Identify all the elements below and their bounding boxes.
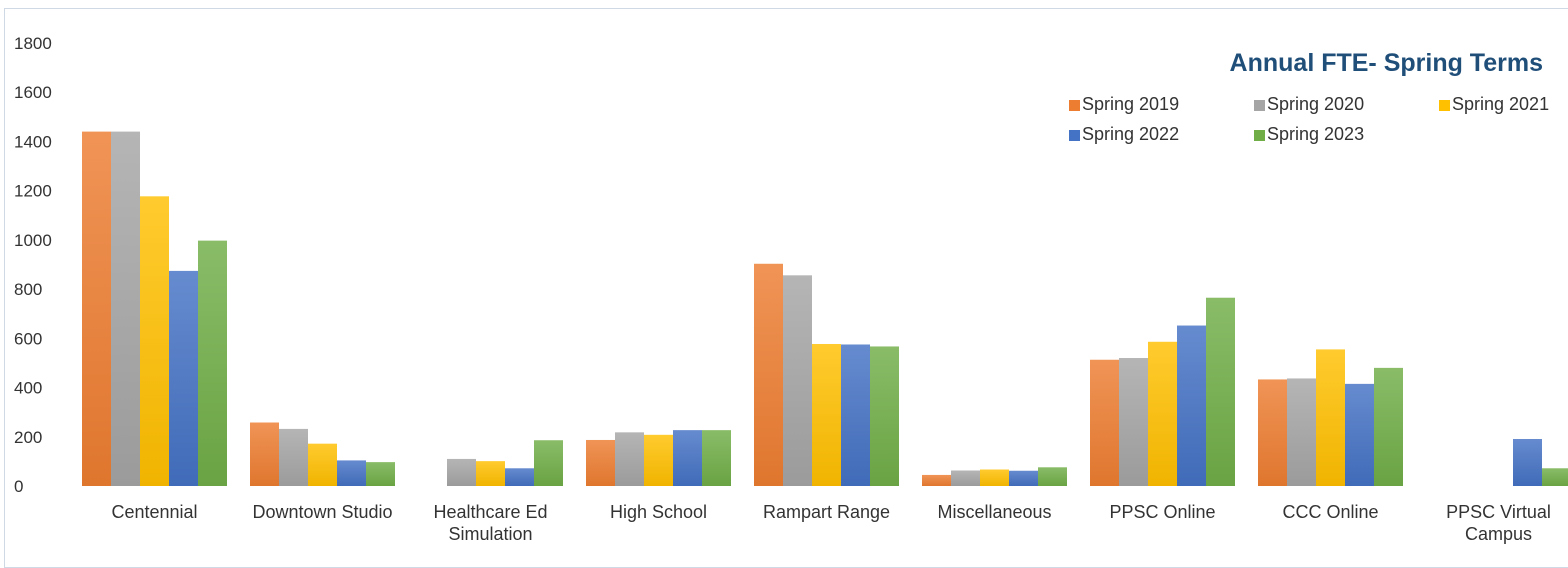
bar xyxy=(1090,359,1119,486)
chart-title: Annual FTE- Spring Terms xyxy=(1230,49,1543,77)
y-tick-label: 0 xyxy=(14,477,23,496)
x-category-label: PPSC Virtual xyxy=(1446,502,1551,522)
bar xyxy=(476,461,505,486)
bar xyxy=(534,440,563,486)
y-tick-label: 600 xyxy=(14,329,42,348)
y-tick-label: 1600 xyxy=(14,83,52,102)
bar xyxy=(702,430,731,486)
legend-label: Spring 2021 xyxy=(1452,94,1549,114)
y-tick-label: 1400 xyxy=(14,132,52,151)
bar xyxy=(980,469,1009,486)
bar xyxy=(1177,325,1206,486)
bar xyxy=(198,240,227,486)
bar xyxy=(1148,341,1177,486)
x-category-label: Simulation xyxy=(448,524,532,544)
x-category-label: Centennial xyxy=(111,502,197,522)
legend-swatch xyxy=(1069,130,1080,141)
bar xyxy=(250,422,279,486)
x-category-label: PPSC Online xyxy=(1109,502,1215,522)
bar xyxy=(337,460,366,486)
bar xyxy=(644,434,673,486)
y-tick-label: 1000 xyxy=(14,231,52,250)
x-category-label: Miscellaneous xyxy=(937,502,1051,522)
bar xyxy=(279,428,308,486)
bar xyxy=(1009,470,1038,486)
bar xyxy=(1345,383,1374,486)
bar xyxy=(812,343,841,486)
legend-swatch xyxy=(1254,100,1265,111)
bar xyxy=(169,270,198,486)
legend-label: Spring 2023 xyxy=(1267,124,1364,144)
bar xyxy=(447,458,476,486)
bar xyxy=(951,470,980,486)
y-tick-label: 200 xyxy=(14,428,42,447)
bar xyxy=(1513,438,1542,486)
x-category-label: Campus xyxy=(1465,524,1532,544)
bar xyxy=(1287,378,1316,486)
legend-swatch xyxy=(1439,100,1450,111)
bar xyxy=(1374,367,1403,486)
bars xyxy=(82,131,1568,487)
y-tick-label: 800 xyxy=(14,280,42,299)
x-category-label: Healthcare Ed xyxy=(433,502,547,522)
bar xyxy=(1316,349,1345,486)
bar-chart: 0 200 400 600 800 1000 1200 1400 1600 1800 Centen… xyxy=(14,34,1568,544)
bar xyxy=(111,131,140,486)
bar xyxy=(783,275,812,486)
bar xyxy=(870,346,899,486)
bar xyxy=(922,474,951,486)
legend-label: Spring 2020 xyxy=(1267,94,1364,114)
legend: Spring 2019 Spring 2020 Spring 2021 Spring … xyxy=(1069,94,1549,144)
bar xyxy=(615,432,644,486)
x-category-label: High School xyxy=(610,502,707,522)
bar xyxy=(82,131,111,486)
legend-swatch xyxy=(1254,130,1265,141)
legend-label: Spring 2019 xyxy=(1082,94,1179,114)
x-category-label: Downtown Studio xyxy=(252,502,392,522)
legend-label: Spring 2022 xyxy=(1082,124,1179,144)
bar xyxy=(586,439,615,486)
bar xyxy=(308,443,337,486)
bar xyxy=(673,430,702,486)
bar xyxy=(1119,358,1148,486)
bar xyxy=(1542,468,1568,486)
bar xyxy=(1258,379,1287,486)
bar xyxy=(841,344,870,486)
bar xyxy=(505,468,534,486)
y-tick-label: 1800 xyxy=(14,34,52,53)
bar xyxy=(1206,297,1235,486)
x-axis: Centennial Downtown Studio Healthcare EdSi… xyxy=(111,502,1550,544)
bar xyxy=(754,263,783,486)
y-tick-label: 400 xyxy=(14,379,42,398)
bar xyxy=(1038,467,1067,486)
y-axis: 0 200 400 600 800 1000 1200 1400 1600 1800 xyxy=(14,34,52,496)
x-category-label: CCC Online xyxy=(1282,502,1378,522)
y-tick-label: 1200 xyxy=(14,182,52,201)
bar xyxy=(140,196,169,487)
legend-swatch xyxy=(1069,100,1080,111)
x-category-label: Rampart Range xyxy=(763,502,890,522)
bar xyxy=(366,462,395,486)
